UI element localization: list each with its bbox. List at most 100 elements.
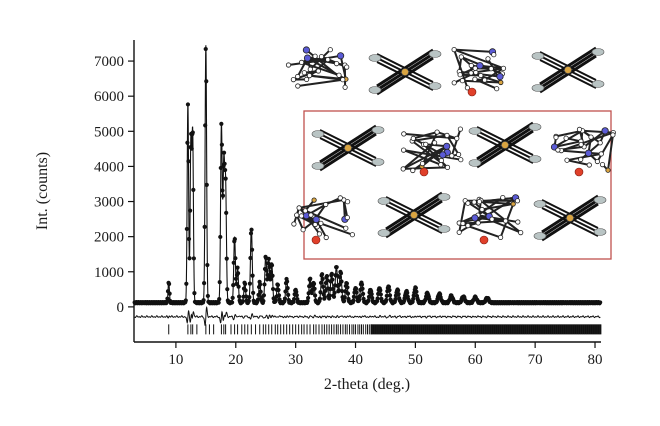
- observed-point: [337, 275, 342, 280]
- atom: [333, 60, 340, 67]
- observed-point: [338, 271, 344, 276]
- observed-point: [305, 298, 310, 304]
- observed-point: [395, 288, 401, 293]
- atom: [457, 72, 463, 78]
- atom: [605, 167, 611, 173]
- bond: [607, 132, 615, 171]
- oxygen-atom: [479, 235, 489, 245]
- bond: [555, 129, 583, 138]
- anion-stack: [531, 46, 605, 94]
- atom: [302, 208, 308, 214]
- atom: [431, 140, 438, 146]
- observed-point: [378, 288, 383, 293]
- halogen-atom: [533, 232, 547, 240]
- observed-point: [185, 102, 191, 107]
- atom: [465, 223, 471, 229]
- observed-point: [261, 298, 266, 304]
- oxygen-atom: [574, 167, 584, 177]
- observed-point: [339, 288, 345, 294]
- observed-point: [339, 279, 344, 284]
- halogen-atom: [468, 159, 482, 167]
- atom: [438, 162, 444, 168]
- observed-point: [203, 46, 208, 52]
- atom: [498, 79, 504, 86]
- observed-point: [330, 286, 335, 292]
- atom: [494, 86, 500, 92]
- observed-point: [405, 290, 410, 296]
- observed-point: [324, 273, 330, 279]
- atom: [578, 156, 584, 163]
- calculated-profile: [134, 45, 601, 304]
- atom: [476, 62, 484, 70]
- observed-point: [261, 293, 267, 298]
- observed-point: [285, 285, 290, 291]
- atom: [300, 227, 306, 233]
- atom: [564, 157, 570, 163]
- y-tick-label: 0: [117, 300, 125, 316]
- observed-point: [317, 296, 323, 301]
- observed-point: [223, 167, 228, 173]
- atom: [336, 52, 345, 60]
- observed-point: [219, 142, 224, 147]
- observed-point: [396, 292, 401, 297]
- anion-stack: [377, 191, 451, 239]
- observed-point: [312, 286, 317, 291]
- observed-point: [345, 291, 351, 296]
- atom: [482, 77, 488, 83]
- observed-point: [282, 296, 288, 301]
- halogen-atom: [377, 229, 391, 237]
- x-tick-label: 30: [288, 352, 303, 368]
- observed-point: [223, 176, 228, 181]
- stack-bond: [319, 137, 377, 167]
- observed-point: [268, 269, 274, 275]
- atom: [475, 220, 481, 226]
- y-tick-label: 1000: [94, 265, 124, 281]
- bond: [450, 128, 462, 157]
- molecule: [451, 46, 507, 97]
- atom: [340, 77, 346, 83]
- observed-point: [217, 297, 222, 302]
- bond: [295, 214, 305, 231]
- observed-point: [268, 277, 273, 282]
- observed-point: [284, 279, 290, 284]
- atom: [401, 131, 407, 137]
- observed-point: [384, 293, 389, 298]
- atom: [491, 52, 497, 58]
- observed-point: [378, 292, 383, 297]
- oxygen-atom: [467, 87, 477, 97]
- stack-bond: [476, 134, 534, 164]
- atom: [500, 65, 507, 71]
- atom: [336, 72, 342, 78]
- atom: [449, 153, 455, 159]
- observed-point: [306, 295, 311, 301]
- stack-bond: [385, 196, 443, 226]
- observed-point: [325, 278, 330, 283]
- molecule: [291, 195, 355, 245]
- reflection-markers: [168, 324, 602, 335]
- atom: [510, 201, 516, 207]
- bond: [288, 58, 328, 66]
- halogen-atom: [311, 130, 325, 138]
- atom: [496, 73, 504, 81]
- molecule: [285, 46, 350, 90]
- halogen-atom: [368, 54, 382, 62]
- stack-bond: [385, 204, 443, 234]
- bond: [412, 145, 448, 172]
- y-tick-label: 3000: [94, 195, 124, 211]
- observed-point: [313, 293, 318, 298]
- atom: [497, 234, 504, 240]
- observed-point: [166, 281, 172, 287]
- observed-point: [337, 282, 342, 287]
- observed-point: [183, 298, 188, 303]
- atom: [515, 219, 521, 225]
- observed-point: [414, 289, 419, 294]
- metal-atom: [564, 66, 572, 74]
- observed-point: [357, 294, 362, 299]
- atom: [578, 142, 584, 148]
- atom: [597, 140, 603, 146]
- observed-point: [167, 291, 172, 296]
- observed-point: [342, 298, 347, 303]
- observed-point: [216, 300, 221, 305]
- observed-point: [359, 282, 365, 287]
- stack-bond: [319, 129, 377, 159]
